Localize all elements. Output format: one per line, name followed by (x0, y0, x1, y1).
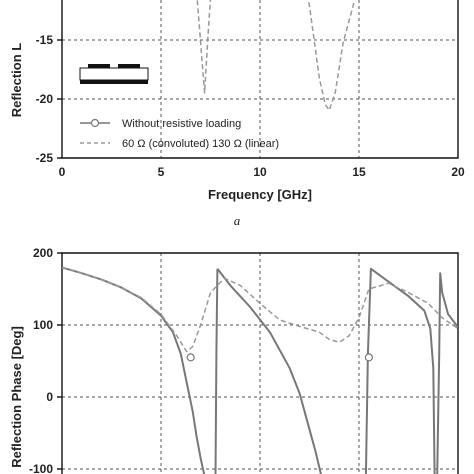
antenna-cross-section-icon (79, 64, 149, 84)
panel-a-x-axis-title: Frequency [GHz] (208, 187, 312, 202)
panel-a-y-tick-label: -20 (36, 92, 54, 106)
panel-a: -15 -20 -25 0 5 10 15 20 Frequency [GHz]… (9, 0, 465, 228)
panel-a-legend: Without resistive loading 60 Ω (convolut… (80, 118, 279, 150)
panel-b-y-tick-label: 100 (33, 318, 53, 332)
legend-item-resistive-loading: 60 Ω (convoluted) 130 Ω (linear) (80, 138, 279, 150)
legend-item-without-loading: Without resistive loading (80, 118, 241, 130)
panel-b: 200 100 0 -100 Reflection Phase [Deg] (9, 246, 459, 474)
panel-a-y-axis-title: Reflection L (9, 43, 24, 117)
panel-a-y-tick-label: -15 (36, 33, 54, 47)
panel-b-gridlines (62, 253, 458, 474)
panel-a-x-tick-label: 20 (451, 165, 465, 179)
panel-a-x-tick-label: 0 (59, 165, 66, 179)
panel-b-plot-area (62, 266, 458, 474)
panel-b-y-tick-label: 200 (33, 246, 53, 260)
legend-label: Without resistive loading (122, 118, 241, 130)
panel-b-series-marker (186, 353, 195, 362)
panel-b-series-0-segment-1 (214, 268, 219, 474)
panel-b-series-0-segment-2 (216, 268, 322, 474)
panel-a-x-tick-label: 10 (253, 165, 267, 179)
panel-b-y-tick-label: -100 (29, 462, 53, 474)
panel-a-gridlines (62, 0, 458, 158)
panel-a-x-tick-label: 15 (352, 165, 366, 179)
panel-a-series-line-1 (196, 0, 356, 112)
panel-a-tick-marks (57, 39, 62, 159)
panel-b-axes (61, 252, 459, 474)
panel-b-series-0-segment-0 (62, 266, 206, 474)
panel-a-y-tick-label: -25 (36, 151, 54, 165)
panel-b-y-axis-title: Reflection Phase [Deg] (9, 326, 24, 468)
panel-a-plot-area (196, 0, 356, 112)
panel-b-series-marker (364, 353, 373, 362)
legend-label: 60 Ω (convoluted) 130 Ω (linear) (122, 138, 279, 150)
panel-a-caption: a (234, 213, 241, 228)
panel-b-series-0-segment-3 (364, 267, 436, 474)
panel-b-tick-marks (57, 252, 62, 470)
panel-a-axes (61, 0, 459, 159)
legend-swatch-circle (90, 118, 100, 128)
panel-b-series-0-segment-4 (436, 272, 458, 474)
panel-b-series-line-1 (62, 266, 458, 353)
panel-b-y-tick-label: 0 (46, 390, 53, 404)
panel-a-x-tick-label: 5 (158, 165, 165, 179)
